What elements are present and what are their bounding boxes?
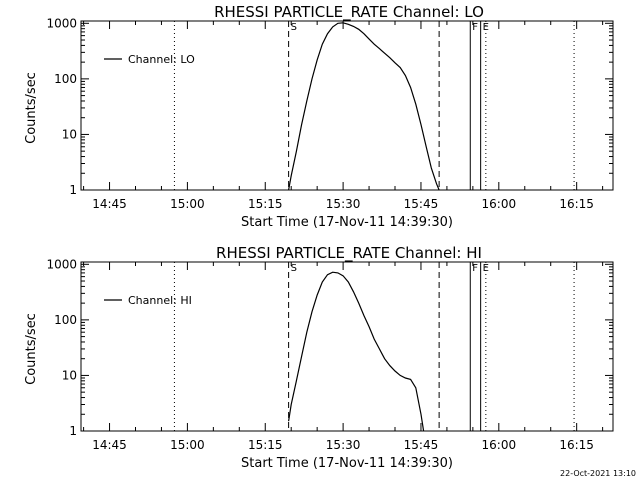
x-tick-label: 15:30	[326, 197, 361, 211]
legend-label: Channel: LO	[128, 53, 195, 66]
x-tick-label: 15:15	[248, 197, 283, 211]
time-marker-label: F	[472, 263, 478, 274]
chart-title-lo: RHESSI PARTICLE_RATE Channel: LO	[214, 3, 484, 22]
y-tick-label: 1	[69, 183, 77, 197]
y-tick-label: 100	[54, 313, 77, 327]
x-tick-label: 15:45	[404, 438, 439, 452]
x-tick-label: 15:45	[404, 197, 439, 211]
x-axis-label-hi: Start Time (17-Nov-11 14:39:30)	[241, 456, 453, 471]
y-tick-label: 100	[54, 72, 77, 86]
x-tick-label: 16:00	[482, 438, 517, 452]
x-tick-label: 15:00	[170, 197, 205, 211]
x-tick-label: 16:15	[559, 197, 594, 211]
plot-frame	[80, 20, 614, 191]
x-tick-label: 16:00	[482, 197, 517, 211]
plot-area-lo: 1 10 100 1000 14:45 15:00 15:15 15:30 15:45 16:00…	[46, 16, 614, 211]
time-marker-label: F	[472, 22, 478, 33]
time-marker-label: E	[483, 263, 489, 274]
time-marker-label: S	[291, 22, 297, 33]
y-tick-label: 1000	[46, 257, 77, 271]
series-line-lo	[288, 22, 440, 191]
panel-lo: RHESSI PARTICLE_RATE Channel: LO Counts/…	[24, 3, 614, 230]
panel-hi: RHESSI PARTICLE_RATE Channel: HI Counts/…	[24, 244, 614, 471]
legend-label: Channel: HI	[128, 294, 192, 307]
series-line-hi	[288, 271, 425, 432]
y-tick-label: 1	[69, 424, 77, 438]
chart-title-hi: RHESSI PARTICLE_RATE Channel: HI	[216, 244, 482, 263]
y-axis-label-lo: Counts/sec	[24, 72, 39, 144]
footer-date: 22-Oct-2021 13:10	[560, 469, 636, 478]
plot-frame	[80, 261, 614, 432]
y-tick-label: 1000	[46, 16, 77, 30]
y-axis-label-hi: Counts/sec	[24, 313, 39, 385]
time-marker-label: S	[291, 263, 297, 274]
time-marker-label: E	[483, 22, 489, 33]
x-tick-label: 15:00	[170, 438, 205, 452]
x-axis-label-lo: Start Time (17-Nov-11 14:39:30)	[241, 215, 453, 230]
x-tick-label: 14:45	[92, 197, 127, 211]
y-tick-label: 10	[62, 368, 77, 382]
plot-area-hi: 1 10 100 1000 14:45 15:00 15:15 15:30 15:45 16:00…	[46, 257, 614, 452]
x-tick-label: 14:45	[92, 438, 127, 452]
x-tick-label: 16:15	[559, 438, 594, 452]
x-tick-label: 15:15	[248, 438, 283, 452]
y-tick-label: 10	[62, 127, 77, 141]
x-tick-label: 15:30	[326, 438, 361, 452]
